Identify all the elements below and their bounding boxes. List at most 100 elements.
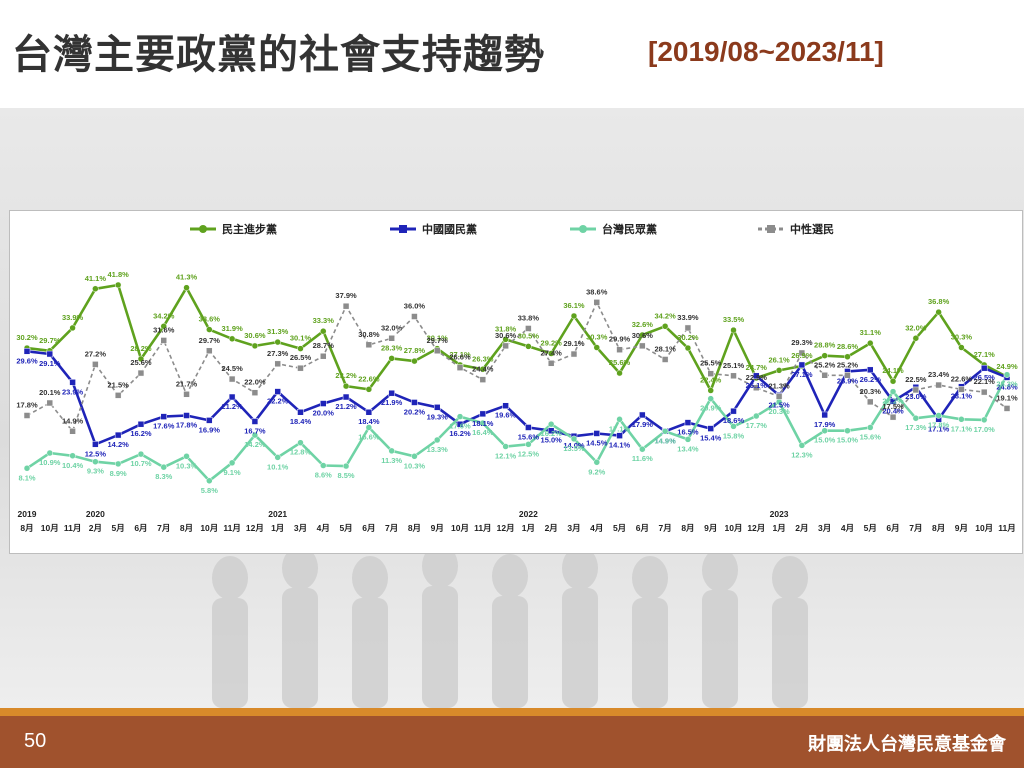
data-point-dpp xyxy=(547,350,555,357)
data-label-tpp: 17.8% xyxy=(928,421,950,430)
data-label-neutral: 30.6% xyxy=(495,331,517,340)
data-label-dpp: 33.6% xyxy=(199,315,221,324)
data-point-kmt xyxy=(684,419,692,426)
data-label-dpp: 24.7% xyxy=(746,363,768,372)
data-point-tpp xyxy=(707,395,714,402)
x-tick-label: 6月 xyxy=(134,523,147,533)
data-point-neutral xyxy=(365,341,373,349)
data-label-kmt: 18.4% xyxy=(290,417,312,426)
x-tick-label: 10月 xyxy=(451,523,469,533)
x-tick-label: 9月 xyxy=(704,523,717,533)
x-tick-label: 9月 xyxy=(431,523,444,533)
x-tick-label: 5月 xyxy=(112,523,125,533)
x-tick-label: 11月 xyxy=(64,523,82,533)
data-point-dpp xyxy=(342,382,350,390)
data-point-kmt xyxy=(69,379,76,386)
data-point-neutral xyxy=(160,337,167,344)
data-point-neutral xyxy=(639,342,646,350)
data-label-neutral: 32.0% xyxy=(381,323,403,332)
data-label-kmt: 25.1% xyxy=(746,381,768,390)
data-point-dpp xyxy=(69,324,76,332)
data-point-tpp xyxy=(251,431,259,439)
data-label-tpp: 15.0% xyxy=(814,436,836,445)
data-point-dpp xyxy=(684,344,692,352)
data-label-kmt: 20.2% xyxy=(404,407,426,416)
x-year-label: 2020 xyxy=(86,509,105,519)
data-point-dpp xyxy=(183,284,190,291)
x-year-label: 2021 xyxy=(268,509,287,519)
data-label-kmt: 16.2% xyxy=(449,429,471,438)
title-bar: 台灣主要政黨的社會支持趨勢 [2019/08~2023/11] xyxy=(0,0,1024,100)
data-label-dpp: 24.1% xyxy=(882,366,904,375)
data-label-kmt: 17.9% xyxy=(632,420,654,429)
data-label-dpp: 23.2% xyxy=(335,371,357,380)
data-label-kmt: 18.1% xyxy=(472,419,494,428)
data-label-tpp: 16.2% xyxy=(541,429,563,438)
data-point-kmt xyxy=(183,412,190,419)
data-label-neutral: 17.5% xyxy=(882,402,904,411)
footer-bar: 50 財團法人台灣民意基金會 xyxy=(0,716,1024,768)
data-label-dpp: 32.0% xyxy=(905,323,927,332)
data-point-neutral xyxy=(867,398,874,406)
x-tick-label: 3月 xyxy=(567,523,580,533)
data-point-dpp xyxy=(114,281,122,289)
legend-label-dpp: 民主進步黨 xyxy=(222,222,277,236)
data-label-dpp: 33.9% xyxy=(62,313,84,322)
data-point-tpp xyxy=(980,416,988,424)
data-point-neutral xyxy=(525,325,532,332)
footer-accent-line xyxy=(0,708,1024,716)
x-tick-label: 5月 xyxy=(613,523,626,533)
data-label-neutral: 29.1% xyxy=(563,339,585,348)
data-point-neutral xyxy=(114,392,122,399)
data-point-kmt xyxy=(730,407,737,415)
x-tick-label: 1月 xyxy=(271,523,284,533)
data-label-tpp: 9.2% xyxy=(588,467,605,476)
data-point-tpp xyxy=(388,447,395,455)
data-point-neutral xyxy=(23,412,31,419)
data-label-kmt: 23.9% xyxy=(62,387,84,396)
series-line-neutral xyxy=(26,301,1008,433)
data-point-tpp xyxy=(160,463,167,471)
data-label-neutral: 25.5% xyxy=(700,359,722,368)
data-label-tpp: 10.3% xyxy=(404,461,426,470)
data-point-kmt xyxy=(297,408,304,416)
chart-series-markers xyxy=(23,281,1011,485)
data-point-neutral xyxy=(684,324,692,332)
legend-label-tpp: 台灣民眾黨 xyxy=(602,222,657,236)
data-label-dpp: 26.9% xyxy=(791,351,813,360)
data-label-kmt: 19.3% xyxy=(427,412,449,421)
crowd-silhouette-decoration xyxy=(212,544,808,708)
data-label-dpp: 33.3% xyxy=(313,316,335,325)
data-point-neutral xyxy=(46,399,54,407)
data-label-tpp: 15.6% xyxy=(860,432,882,441)
data-label-dpp: 36.1% xyxy=(563,301,585,310)
data-point-tpp xyxy=(456,413,464,420)
data-label-dpp: 22.4% xyxy=(700,375,722,384)
data-point-neutral xyxy=(661,356,669,363)
data-label-tpp: 10.7% xyxy=(130,459,152,468)
data-point-tpp xyxy=(798,442,806,449)
data-point-dpp xyxy=(821,352,828,359)
data-point-neutral xyxy=(616,346,623,353)
x-tick-label: 4月 xyxy=(590,523,603,533)
data-label-kmt: 16.9% xyxy=(199,425,221,434)
data-point-tpp xyxy=(297,439,304,446)
data-label-neutral: 33.8% xyxy=(518,313,540,322)
data-point-kmt xyxy=(867,366,874,374)
data-label-tpp: 5.8% xyxy=(201,486,218,495)
data-point-tpp xyxy=(867,424,874,431)
data-point-dpp xyxy=(570,312,578,320)
data-point-tpp xyxy=(753,412,760,420)
data-label-neutral: 28.1% xyxy=(654,344,676,353)
data-point-neutral xyxy=(821,372,828,379)
data-label-neutral: 29.9% xyxy=(609,335,631,344)
data-point-neutral xyxy=(502,342,509,350)
data-point-tpp xyxy=(684,436,692,443)
data-label-tpp: 16.4% xyxy=(472,428,494,437)
data-label-kmt: 20.0% xyxy=(313,409,335,418)
x-tick-label: 12月 xyxy=(246,523,264,533)
data-point-tpp xyxy=(525,441,532,448)
data-point-kmt xyxy=(456,420,464,428)
data-label-neutral: 29.7% xyxy=(199,336,221,345)
data-point-tpp xyxy=(228,459,236,467)
